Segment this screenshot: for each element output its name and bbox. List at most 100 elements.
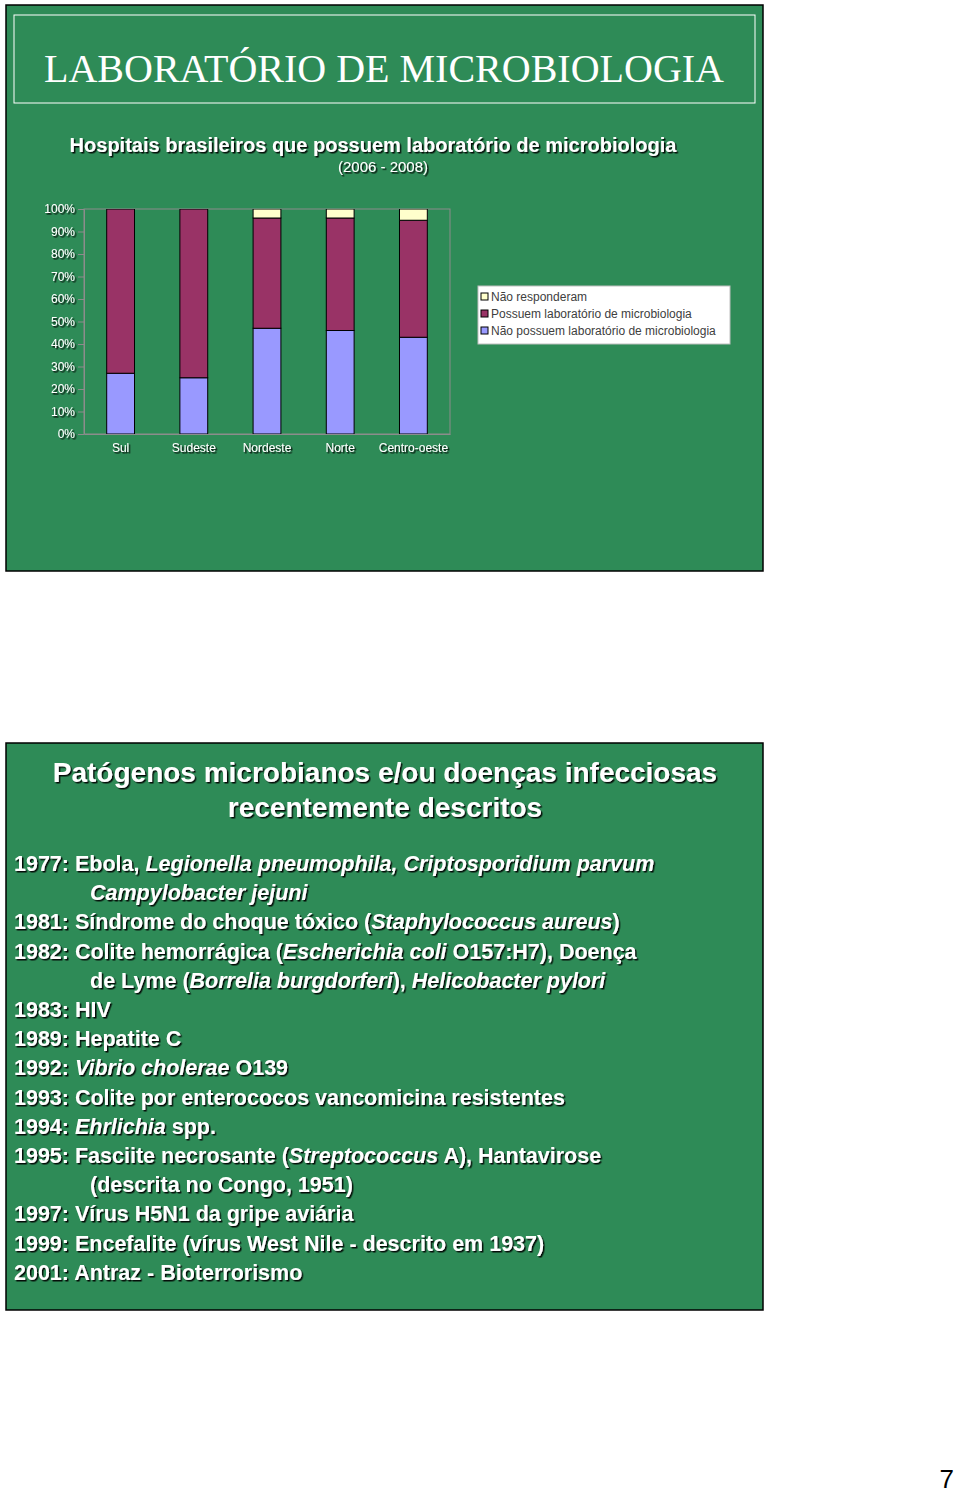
y-tick: 50% (51, 315, 84, 329)
y-tick-label: 10% (51, 405, 75, 419)
text-segment: de Lyme ( (90, 969, 190, 993)
y-tick-mark (78, 277, 84, 278)
x-tick: Norte (326, 434, 356, 455)
slide-title: Patógenos microbianos e/ou doenças infec… (53, 757, 717, 788)
y-tick-label: 50% (51, 315, 75, 329)
bars (107, 209, 428, 434)
y-tick: 40% (51, 337, 84, 351)
x-tick-label: Nordeste (243, 441, 292, 455)
y-tick: 90% (51, 225, 84, 239)
page: LABORATÓRIO DE MICROBIOLOGIA Hospitais br… (0, 0, 960, 1495)
text-segment: 1993: Colite por enterococos vancomicina… (14, 1086, 565, 1110)
bar-segment (399, 220, 427, 337)
text-segment: Vibrio cholerae (75, 1056, 230, 1080)
list-line: 1989: Hepatite C (14, 1027, 181, 1051)
x-axis-line (85, 434, 451, 435)
text-segment: 1995: Fasciite necrosante ( (14, 1144, 290, 1168)
text-segment: Helicobacter pylori (412, 969, 607, 993)
slide-background (6, 743, 763, 1310)
y-tick-mark (78, 434, 84, 435)
legend: Não responderamPossuem laboratório de mi… (478, 286, 730, 344)
y-tick-label: 100% (44, 202, 75, 216)
chart-subtitle: (2006 - 2008) (338, 158, 428, 175)
legend-label: Não responderam (491, 290, 587, 304)
list-line: Campylobacter jejuni (90, 881, 308, 905)
text-segment: Campylobacter jejuni (90, 881, 308, 905)
chart-title: Hospitais brasileiros que possuem labora… (70, 134, 678, 156)
slide-title: recentemente descritos (228, 792, 542, 823)
bar-segment (326, 209, 354, 218)
list-line: 1997: Vírus H5N1 da gripe aviária (14, 1202, 354, 1226)
list-line: 1993: Colite por enterococos vancomicina… (14, 1086, 565, 1110)
y-tick-mark (78, 389, 84, 390)
list-line: 1981: Síndrome do choque tóxico (Staphyl… (14, 910, 620, 934)
y-tick-label: 70% (51, 270, 75, 284)
list-line: 1992: Vibrio cholerae O139 (14, 1056, 288, 1080)
list-line: 1994: Ehrlichia spp. (14, 1115, 216, 1139)
bar-segment (180, 378, 208, 434)
list-line: (descrita no Congo, 1951) (90, 1173, 353, 1197)
y-tick-label: 80% (51, 247, 75, 261)
bar-segment (180, 209, 208, 378)
text-segment: 1994: (14, 1115, 75, 1139)
bar-segment (253, 218, 281, 328)
legend-label: Não possuem laboratório de microbiologia (491, 324, 716, 338)
list-line: 1983: HIV (14, 998, 111, 1022)
y-tick-mark (78, 232, 84, 233)
bar-segment (326, 331, 354, 435)
bar-segment (399, 209, 427, 220)
text-segment: A), Hantavirose (438, 1144, 601, 1168)
x-tick-label: Sudeste (172, 441, 216, 455)
y-tick: 0% (58, 427, 84, 441)
legend-box (478, 286, 730, 344)
y-tick-mark (78, 299, 84, 300)
legend-swatch (481, 293, 488, 300)
bar-segment (107, 209, 135, 373)
y-axis-line (84, 210, 85, 435)
y-tick-mark (78, 367, 84, 368)
y-tick-mark (78, 412, 84, 413)
text-segment: Legionella pneumophila, Criptosporidium … (145, 852, 654, 876)
y-axis: 0% 10% 20% 30% 40% 50% 60% 70% 80% 90% 100% (44, 202, 84, 441)
y-tick-label: 30% (51, 360, 75, 374)
legend-swatch (481, 310, 488, 317)
text-segment: 1983: HIV (14, 998, 111, 1022)
y-tick: 100% (44, 202, 84, 216)
y-tick-mark (78, 254, 84, 255)
y-tick: 30% (51, 360, 84, 374)
list-line: 1995: Fasciite necrosante (Streptococcus… (14, 1144, 601, 1168)
y-tick-label: 20% (51, 382, 75, 396)
text-segment: 1997: Vírus H5N1 da gripe aviária (14, 1202, 354, 1226)
y-tick-label: 40% (51, 337, 75, 351)
series (107, 209, 428, 378)
text-segment: Borrelia burgdorferi (190, 969, 394, 993)
bar-segment (253, 209, 281, 218)
y-tick: 60% (51, 292, 84, 306)
text-segment: ) (613, 910, 620, 934)
y-tick: 70% (51, 270, 84, 284)
list-line: 2001: Antraz - Bioterrorismo (14, 1261, 302, 1285)
text-segment: 2001: Antraz - Bioterrorismo (14, 1261, 302, 1285)
list-line: 1999: Encefalite (vírus West Nile - desc… (14, 1232, 544, 1256)
bar-segment (107, 373, 135, 434)
text-segment: spp. (166, 1115, 216, 1139)
text-segment: 1989: Hepatite C (14, 1027, 181, 1051)
x-tick: Nordeste (243, 434, 292, 455)
y-tick-label: 90% (51, 225, 75, 239)
text-segment: 1981: Síndrome do choque tóxico ( (14, 910, 372, 934)
slide-background (6, 5, 763, 571)
text-segment: ), (393, 969, 412, 993)
x-tick-label: Norte (326, 441, 356, 455)
text-segment: 1992: (14, 1056, 75, 1080)
y-tick: 80% (51, 247, 84, 261)
text-segment: O157:H7), Doença (447, 940, 638, 964)
x-tick-label: Centro-oeste (379, 441, 449, 455)
y-tick: 10% (51, 405, 84, 419)
text-segment: Staphylococcus aureus (371, 910, 612, 934)
x-tick-label: Sul (112, 441, 129, 455)
y-tick-mark (78, 344, 84, 345)
slide-header: LABORATÓRIO DE MICROBIOLOGIA (44, 46, 724, 91)
text-segment: (descrita no Congo, 1951) (90, 1173, 353, 1197)
bar-segment (180, 209, 208, 210)
x-tick: Sul (112, 434, 129, 455)
